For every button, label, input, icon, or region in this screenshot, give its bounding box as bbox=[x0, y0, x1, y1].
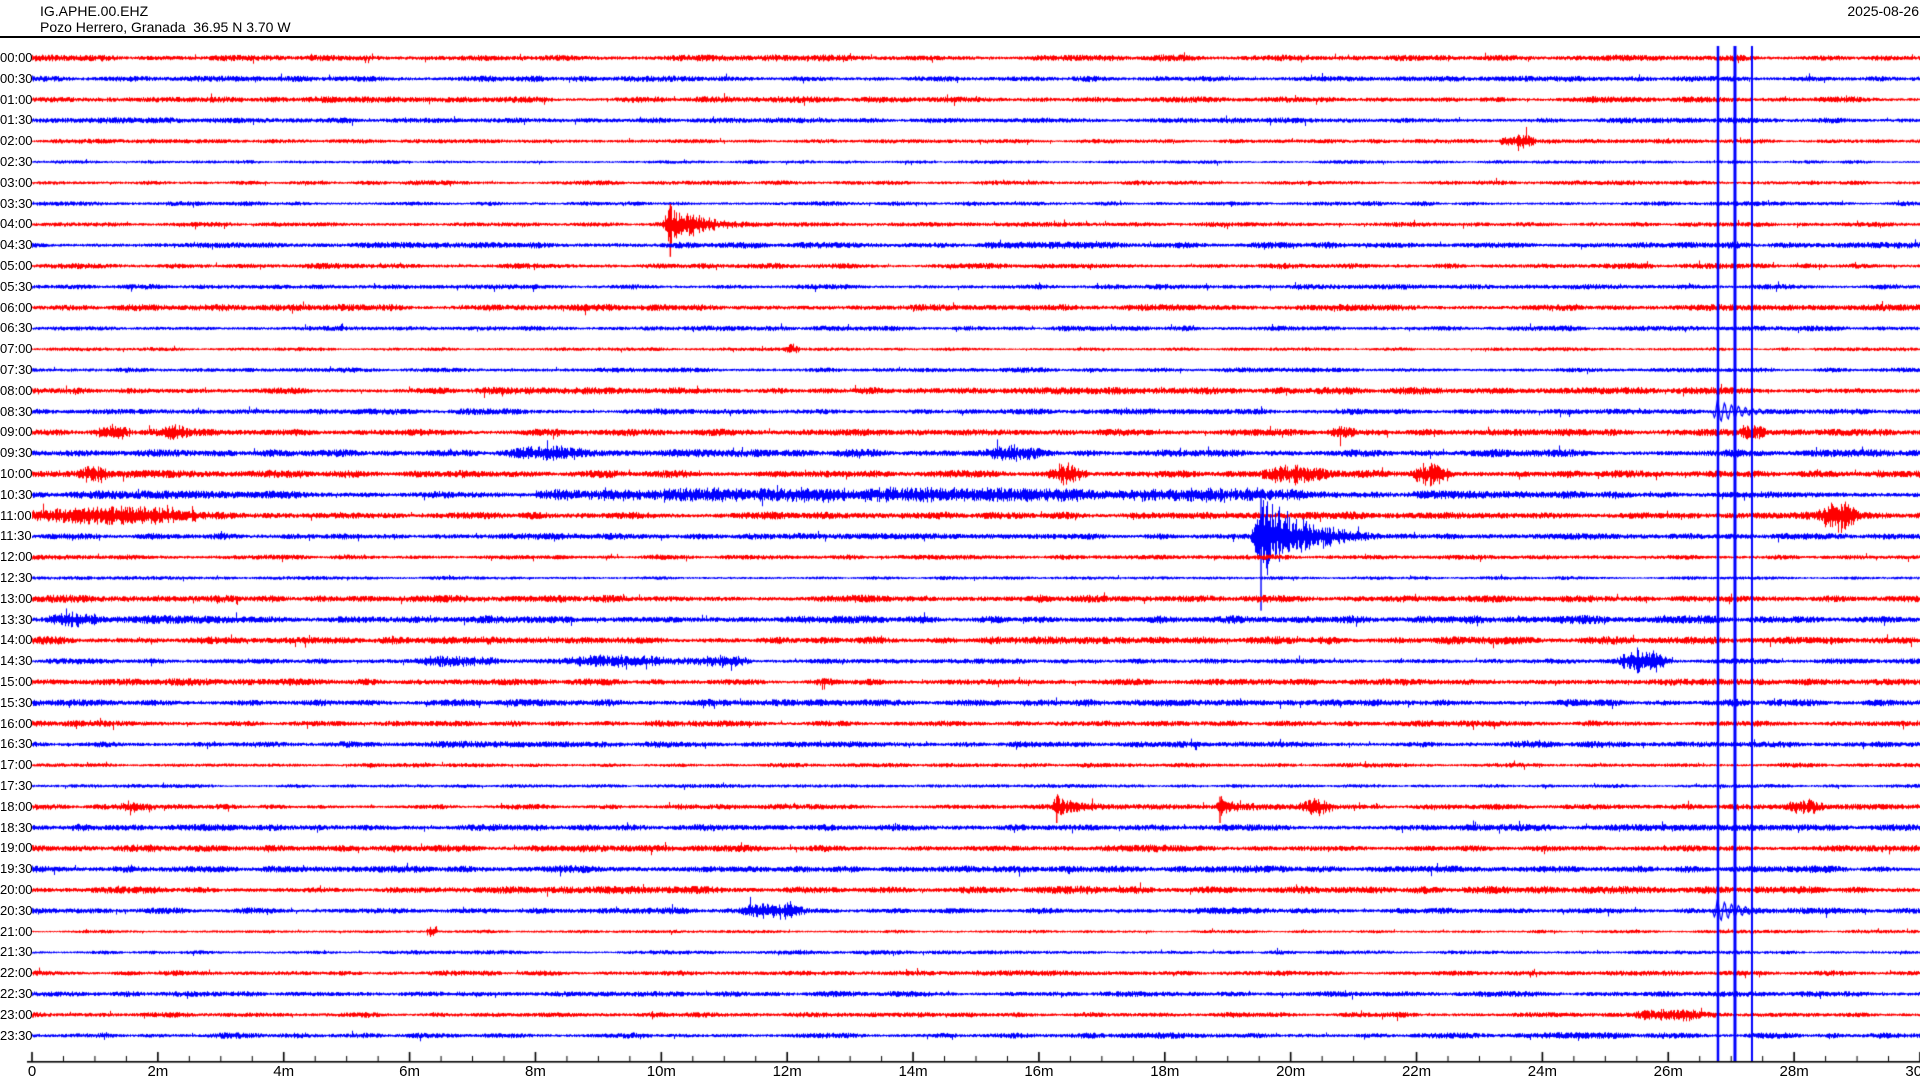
trace-time-label: 16:30 bbox=[0, 736, 33, 752]
station-id: IG.APHE.00.EHZ bbox=[40, 3, 149, 19]
trace-time-label: 07:00 bbox=[0, 341, 33, 357]
trace-time-label: 00:30 bbox=[0, 70, 33, 86]
axis-tick-label: 10m bbox=[646, 1063, 676, 1080]
trace-time-label: 12:30 bbox=[0, 570, 33, 585]
axis-tick-label: 26m bbox=[1653, 1063, 1683, 1080]
trace-time-label: 20:00 bbox=[0, 882, 33, 897]
trace-time-label: 21:30 bbox=[0, 944, 33, 960]
trace-time-label: 19:30 bbox=[0, 861, 33, 877]
axis-tick-label: 22m bbox=[1401, 1063, 1432, 1080]
trace-time-label: 02:30 bbox=[0, 154, 33, 169]
trace-time-label: 15:30 bbox=[0, 694, 33, 710]
trace-time-label: 20:30 bbox=[0, 902, 33, 918]
trace-time-label: 02:00 bbox=[0, 133, 33, 149]
trace-time-label: 05:00 bbox=[0, 258, 33, 273]
trace-time-label: 11:30 bbox=[0, 528, 32, 544]
trace-time-label: 22:30 bbox=[0, 986, 33, 1001]
trace-time-label: 06:00 bbox=[0, 299, 33, 315]
axis-tick-label: 30m bbox=[1905, 1063, 1920, 1080]
trace-time-label: 07:30 bbox=[0, 362, 33, 377]
axis-tick-label: 14m bbox=[898, 1063, 928, 1080]
trace-time-label: 17:00 bbox=[0, 757, 33, 773]
trace-time-label: 01:00 bbox=[0, 91, 33, 107]
trace-time-label: 18:30 bbox=[0, 819, 33, 835]
trace-time-label: 03:00 bbox=[0, 174, 33, 190]
trace-time-label: 06:30 bbox=[0, 320, 33, 336]
axis-tick-label: 6m bbox=[399, 1063, 421, 1080]
trace-time-label: 00:00 bbox=[0, 50, 33, 65]
trace-time-label: 09:00 bbox=[0, 424, 33, 440]
trace-time-label: 04:30 bbox=[0, 237, 33, 253]
axis-tick-label: 20m bbox=[1276, 1063, 1306, 1080]
trace-time-label: 03:30 bbox=[0, 195, 33, 211]
axis-tick-label: 28m bbox=[1779, 1063, 1809, 1080]
axis-tick-label: 18m bbox=[1150, 1063, 1180, 1080]
axis-tick-label: 8m bbox=[525, 1063, 546, 1080]
axis-tick-label: 12m bbox=[772, 1063, 802, 1080]
axis-tick-label: 2m bbox=[147, 1063, 169, 1080]
trace-time-label: 04:00 bbox=[0, 216, 33, 232]
trace-time-label: 21:00 bbox=[0, 923, 33, 939]
trace-time-label: 12:00 bbox=[0, 549, 33, 565]
record-date: 2025-08-26 bbox=[1847, 3, 1919, 19]
trace-time-label: 05:30 bbox=[0, 278, 33, 294]
trace-time-label: 08:00 bbox=[0, 382, 33, 398]
trace-time-label: 17:30 bbox=[0, 778, 33, 793]
axis-tick-label: 0 bbox=[27, 1063, 37, 1080]
trace-time-label: 15:00 bbox=[0, 674, 33, 689]
trace-time-label: 14:00 bbox=[0, 632, 33, 648]
trace-time-label: 08:30 bbox=[0, 403, 33, 419]
trace-time-label: 13:30 bbox=[0, 611, 33, 627]
trace-time-label: 10:00 bbox=[0, 466, 33, 481]
trace-time-label: 18:00 bbox=[0, 798, 33, 814]
trace-time-label: 13:00 bbox=[0, 590, 33, 606]
station-location: Pozo Herrero, Granada 36.95 N 3.70 W bbox=[40, 19, 291, 35]
trace-time-label: 23:00 bbox=[0, 1006, 33, 1022]
trace-time-label: 22:00 bbox=[0, 965, 33, 981]
trace-time-label: 16:00 bbox=[0, 715, 33, 731]
trace-time-label: 11:00 bbox=[0, 507, 32, 523]
header-divider bbox=[0, 36, 1920, 38]
trace-time-label: 14:30 bbox=[0, 653, 33, 669]
trace-time-label: 19:00 bbox=[0, 840, 33, 856]
trace-time-label: 01:30 bbox=[0, 112, 33, 128]
trace-time-label: 09:30 bbox=[0, 445, 33, 461]
axis-tick-label: 24m bbox=[1527, 1063, 1557, 1080]
axis-tick-label: 16m bbox=[1024, 1063, 1054, 1080]
trace-time-label: 10:30 bbox=[0, 486, 33, 502]
axis-tick-label: 4m bbox=[273, 1063, 295, 1080]
trace-time-label: 23:30 bbox=[0, 1027, 33, 1043]
